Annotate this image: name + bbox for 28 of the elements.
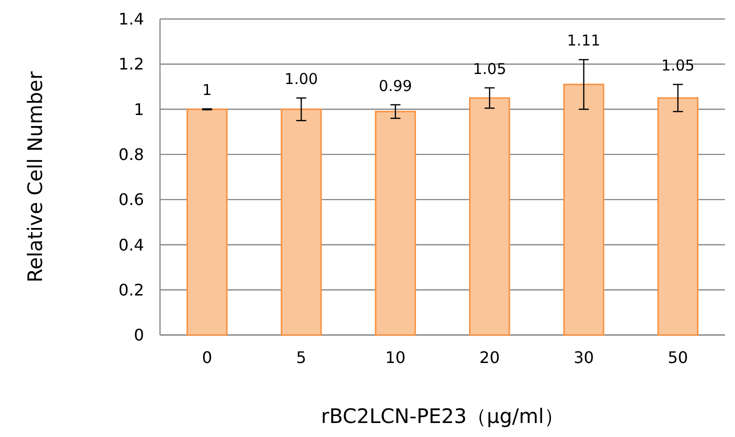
data-label: 1.11: [567, 32, 600, 50]
data-label: 1: [202, 80, 212, 99]
x-axis-title: rBC2LCN-PE23（μg/ml）: [321, 404, 564, 428]
bar: [657, 97, 698, 336]
data-label: 1.05: [472, 60, 506, 78]
y-tick-label: 0.6: [118, 190, 144, 210]
data-label: 0.99: [378, 76, 412, 95]
y-tick-label: 0: [134, 326, 144, 345]
bar: [563, 84, 604, 336]
bar: [186, 108, 228, 336]
bar: [280, 108, 322, 336]
y-tick-label: 1.2: [118, 54, 144, 74]
y-tick-label: 0.4: [118, 235, 144, 254]
y-tick-label: 1.4: [118, 10, 144, 29]
y-tick-label: 0.2: [118, 280, 144, 300]
data-label: 1.00: [284, 70, 318, 88]
y-tick-label: 1: [134, 100, 144, 119]
x-tick-label: 20: [479, 348, 500, 367]
bar: [374, 110, 416, 336]
y-axis-title: Relative Cell Number: [23, 70, 47, 283]
x-tick-label: 10: [385, 348, 406, 367]
x-tick-label: 50: [668, 348, 688, 367]
bar: [469, 97, 510, 336]
y-tick-label: 0.8: [118, 145, 144, 164]
x-tick-label: 0: [202, 348, 212, 367]
x-tick-label: 30: [574, 348, 594, 367]
x-tick-label: 5: [296, 348, 306, 367]
data-label: 1.05: [661, 56, 695, 74]
